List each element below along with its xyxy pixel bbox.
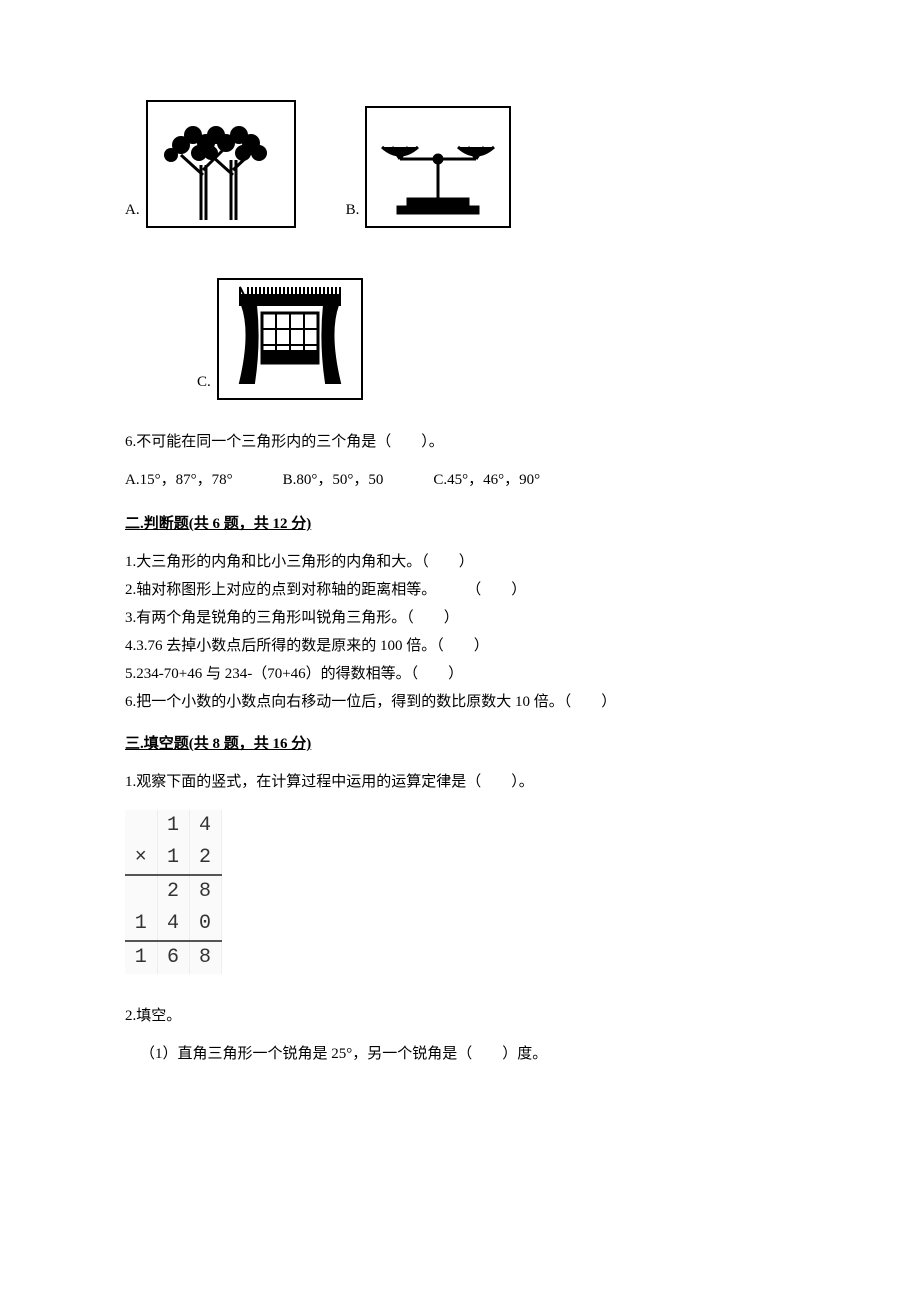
vmul-cell: 2 — [189, 842, 221, 875]
vmul-cell: 8 — [189, 941, 221, 974]
vmul-cell: 1 — [125, 908, 157, 941]
q5-optC-image — [217, 278, 363, 400]
q6-text: 6.不可能在同一个三角形内的三个角是（ ）。 — [125, 430, 795, 454]
vmul-cell: 6 — [157, 941, 189, 974]
tree-icon — [151, 105, 291, 223]
curtain-stage-icon — [222, 283, 358, 395]
vmul-row-4: 1 6 8 — [125, 941, 221, 974]
vmul-row-3: 1 4 0 — [125, 908, 221, 941]
vmul-cell: 4 — [157, 908, 189, 941]
section2-title: 二.判断题(共 6 题，共 12 分) — [125, 512, 795, 536]
vmul-cell: 2 — [157, 875, 189, 908]
q6-optB: B.80°，50°，50 — [283, 468, 384, 492]
vmul-cell: 8 — [189, 875, 221, 908]
s2-item-1: 1.大三角形的内角和比小三角形的内角和大。（ ） — [125, 550, 795, 574]
vertical-multiplication: 1 4 × 1 2 2 8 1 4 0 1 6 8 — [125, 810, 222, 974]
q5-options-row-c: C. — [197, 278, 795, 400]
q5-optA-image — [146, 100, 296, 228]
q5-optB-image — [365, 106, 511, 228]
q5-options-row-ab: A. B. — [125, 100, 795, 228]
vmul-cell: 1 — [157, 842, 189, 875]
vmul-row-2: 2 8 — [125, 875, 221, 908]
s2-item-2: 2.轴对称图形上对应的点到对称轴的距离相等。 （ ） — [125, 578, 795, 602]
s2-item-3: 3.有两个角是锐角的三角形叫锐角三角形。（ ） — [125, 606, 795, 630]
vmul-cell: × — [125, 842, 157, 875]
s2-item-6: 6.把一个小数的小数点向右移动一位后，得到的数比原数大 10 倍。（ ） — [125, 690, 795, 714]
section3-title: 三.填空题(共 8 题，共 16 分) — [125, 732, 795, 756]
q5-optC-label: C. — [197, 370, 211, 400]
s3-q1-text: 1.观察下面的竖式，在计算过程中运用的运算定律是（ ）。 — [125, 770, 795, 794]
q5-optB-label: B. — [346, 198, 360, 228]
vmul-row-0: 1 4 — [125, 810, 221, 842]
s3-q2-sub1: （1）直角三角形一个锐角是 25°，另一个锐角是（ ）度。 — [125, 1042, 795, 1066]
q6-optA: A.15°，87°，78° — [125, 468, 233, 492]
balance-scale-icon — [370, 111, 506, 223]
s3-q2-text: 2.填空。 — [125, 1004, 795, 1028]
section2-list: 1.大三角形的内角和比小三角形的内角和大。（ ） 2.轴对称图形上对应的点到对称… — [125, 550, 795, 714]
s2-item-4: 4.3.76 去掉小数点后所得的数是原来的 100 倍。（ ） — [125, 634, 795, 658]
vmul-cell — [125, 810, 157, 842]
vmul-cell: 1 — [125, 941, 157, 974]
vmul-cell: 1 — [157, 810, 189, 842]
q6-options: A.15°，87°，78° B.80°，50°，50 C.45°，46°，90° — [125, 468, 795, 492]
vmul-cell: 0 — [189, 908, 221, 941]
vmul-cell — [125, 875, 157, 908]
q6-optC: C.45°，46°，90° — [433, 468, 540, 492]
vmul-row-1: × 1 2 — [125, 842, 221, 875]
vmul-cell: 4 — [189, 810, 221, 842]
q5-optA-label: A. — [125, 198, 140, 228]
s2-item-5: 5.234-70+46 与 234-（70+46）的得数相等。（ ） — [125, 662, 795, 686]
